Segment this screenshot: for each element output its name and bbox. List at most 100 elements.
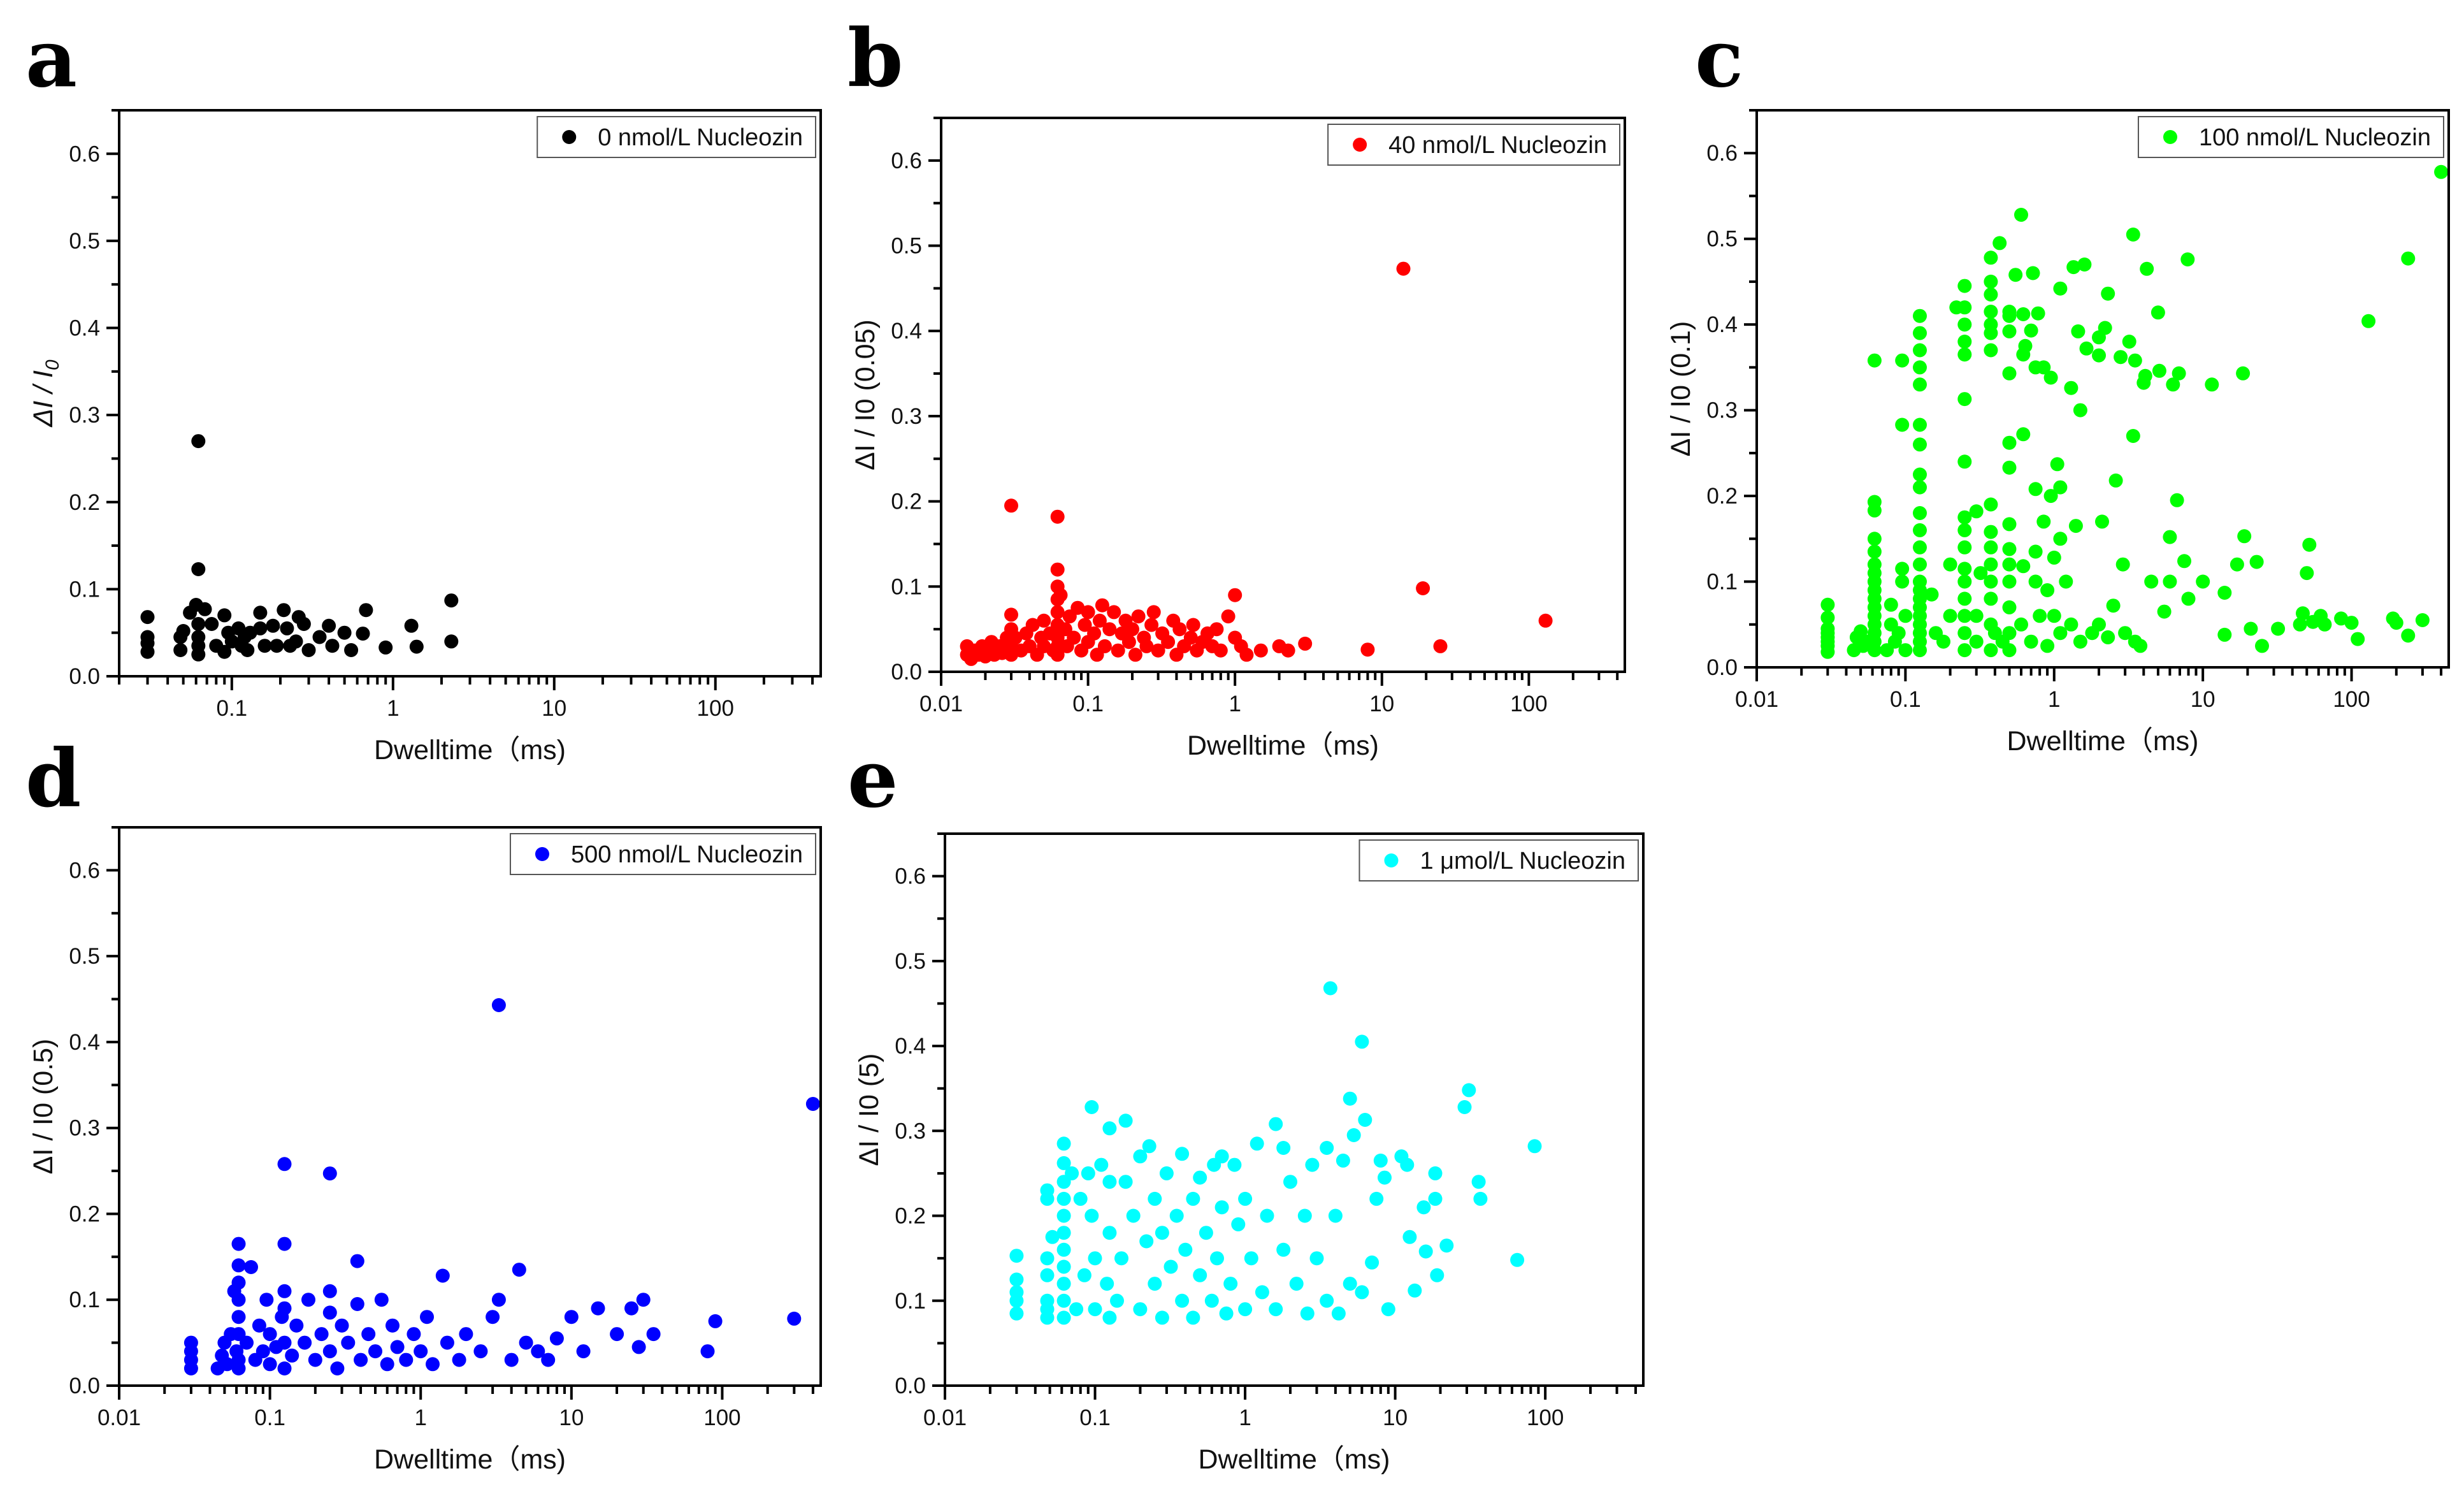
data-point bbox=[280, 621, 294, 635]
y-tick-label: 0.1 bbox=[69, 1287, 100, 1312]
data-point bbox=[1186, 1191, 1200, 1206]
x-tick-label: 1 bbox=[387, 696, 399, 721]
data-point bbox=[2073, 403, 2087, 417]
data-point bbox=[1126, 1208, 1141, 1223]
data-point bbox=[1238, 1302, 1253, 1317]
data-point bbox=[2036, 360, 2051, 375]
data-point bbox=[1457, 1100, 1472, 1114]
x-tick-label: 0.01 bbox=[919, 692, 963, 716]
data-point bbox=[491, 1293, 506, 1307]
y-axis-title: ΔI / I0 (0.1) bbox=[1666, 321, 1696, 457]
data-point bbox=[1142, 1139, 1156, 1154]
x-tick-label: 0.1 bbox=[216, 696, 247, 721]
data-point bbox=[252, 1318, 266, 1333]
data-point bbox=[2036, 514, 2051, 529]
data-point bbox=[325, 639, 340, 653]
x-tick-label: 100 bbox=[1510, 692, 1547, 716]
panel-letter: c bbox=[1695, 12, 1743, 105]
data-point bbox=[1056, 1293, 1071, 1308]
data-point bbox=[244, 1260, 258, 1274]
data-point bbox=[2040, 583, 2055, 597]
data-point bbox=[2196, 574, 2210, 589]
data-point bbox=[1289, 1277, 1304, 1291]
x-tick-label: 0.01 bbox=[923, 1405, 967, 1430]
data-point bbox=[1984, 274, 1998, 289]
data-point bbox=[1957, 510, 1972, 525]
data-point bbox=[1050, 509, 1065, 524]
data-point bbox=[1343, 1277, 1357, 1291]
data-point bbox=[1984, 343, 1998, 358]
x-axis-title: Dwelltime（ms) bbox=[374, 735, 566, 765]
data-point bbox=[2059, 574, 2073, 589]
data-point bbox=[1969, 609, 1984, 623]
data-point bbox=[1095, 598, 1109, 613]
data-point bbox=[1957, 300, 1972, 315]
data-point bbox=[205, 617, 219, 631]
legend-box bbox=[1358, 839, 1639, 881]
data-point bbox=[426, 1357, 440, 1372]
data-point bbox=[452, 1353, 466, 1367]
plot-frame bbox=[944, 832, 1645, 1387]
data-point bbox=[2255, 639, 2269, 653]
data-point bbox=[1040, 1251, 1055, 1266]
panel-letter: d bbox=[25, 732, 81, 825]
data-point bbox=[1238, 1191, 1253, 1206]
data-point bbox=[440, 1335, 454, 1350]
data-point bbox=[1416, 581, 1430, 595]
data-point bbox=[2050, 457, 2064, 472]
data-point bbox=[140, 644, 155, 659]
y-axis-title: ΔI / I0 (0.5) bbox=[28, 1039, 59, 1175]
data-point bbox=[1009, 1306, 1024, 1321]
legend-box bbox=[1327, 124, 1620, 166]
data-point bbox=[2140, 261, 2154, 276]
data-point bbox=[1214, 1149, 1229, 1164]
data-point bbox=[314, 1327, 329, 1342]
data-point bbox=[1973, 566, 1988, 581]
x-tick-label: 100 bbox=[697, 696, 734, 721]
data-point bbox=[1269, 1117, 1283, 1131]
data-point bbox=[2217, 586, 2232, 600]
data-point bbox=[2236, 366, 2251, 381]
data-point bbox=[2122, 335, 2136, 349]
data-point bbox=[330, 1361, 345, 1375]
data-point bbox=[1088, 1251, 1102, 1266]
data-point bbox=[2043, 489, 2058, 504]
data-point bbox=[1820, 611, 1835, 625]
data-point bbox=[277, 1361, 292, 1375]
data-point bbox=[1102, 622, 1117, 637]
data-point bbox=[1957, 392, 1972, 407]
data-point bbox=[1133, 1302, 1148, 1317]
data-point bbox=[1081, 605, 1095, 620]
data-point bbox=[173, 643, 188, 657]
data-point bbox=[354, 1353, 368, 1367]
data-point bbox=[2092, 617, 2106, 632]
data-point bbox=[1009, 1249, 1024, 1263]
data-point bbox=[1221, 609, 1236, 624]
data-point bbox=[1155, 1226, 1169, 1240]
data-point bbox=[2108, 473, 2123, 488]
legend: 500 nmol/L Nucleozin bbox=[509, 833, 816, 875]
data-point bbox=[191, 434, 206, 449]
data-point bbox=[240, 1335, 254, 1350]
data-point bbox=[2002, 600, 2017, 614]
data-point bbox=[2064, 381, 2079, 395]
data-point bbox=[380, 1357, 394, 1372]
data-point bbox=[1428, 1191, 1443, 1206]
data-point bbox=[2177, 554, 2191, 569]
data-point bbox=[1957, 574, 1972, 589]
data-point bbox=[2230, 557, 2244, 572]
data-point bbox=[322, 1166, 337, 1181]
data-point bbox=[2166, 377, 2180, 392]
legend-box bbox=[2137, 116, 2444, 158]
data-point bbox=[1943, 557, 1957, 572]
data-point bbox=[1092, 613, 1107, 628]
data-point bbox=[1473, 1191, 1488, 1206]
data-point bbox=[1355, 1034, 1369, 1049]
data-point bbox=[2028, 482, 2043, 497]
data-point bbox=[1097, 639, 1112, 653]
data-point bbox=[1139, 1234, 1154, 1249]
data-point bbox=[519, 1335, 533, 1350]
data-point bbox=[444, 634, 459, 649]
data-point bbox=[1164, 1259, 1178, 1274]
data-point bbox=[1913, 417, 1927, 432]
